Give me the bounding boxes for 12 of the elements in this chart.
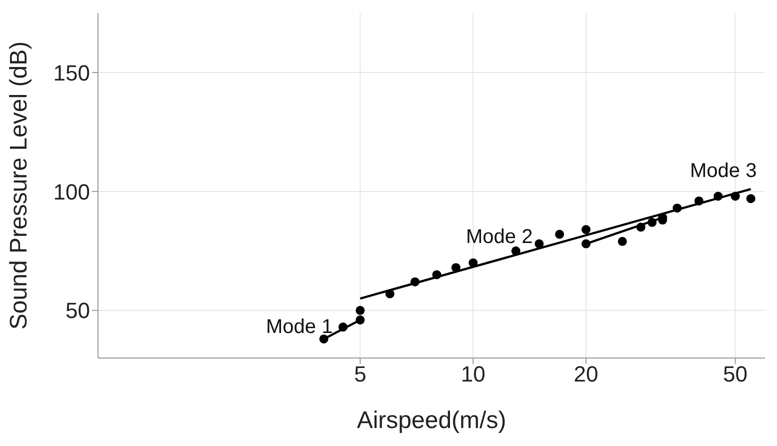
annotation: Mode 1 [266,316,333,339]
y-tick-label: 50 [66,298,90,324]
y-axis-title: Sound Pressure Level (dB) [6,41,33,330]
annotation: Mode 2 [466,226,533,249]
y-tick-label: 100 [53,179,90,204]
x-tick-label: 20 [574,362,598,387]
x-tick-label: 5 [354,362,366,387]
y-tick-label: 150 [53,60,90,86]
annotation: Mode 3 [690,160,757,183]
x-axis-title: Airspeed(m/s) [356,407,506,434]
x-tick-label: 10 [460,362,486,387]
x-tick-label: 50 [723,362,748,387]
